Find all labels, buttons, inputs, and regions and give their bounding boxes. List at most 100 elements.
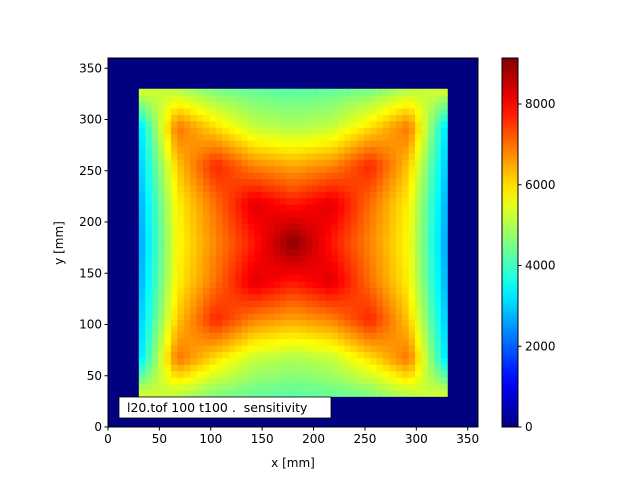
heatmap-cell <box>209 120 217 128</box>
heatmap-cell <box>260 293 268 301</box>
heatmap-cell <box>376 101 384 109</box>
heatmap-cell <box>408 210 416 218</box>
heatmap-cell <box>151 383 159 391</box>
heatmap-cell <box>183 300 191 308</box>
heatmap-cell <box>305 248 313 256</box>
heatmap-cell <box>382 300 390 308</box>
heatmap-cell <box>190 120 198 128</box>
heatmap-cell <box>370 274 378 282</box>
heatmap-cell <box>215 268 223 276</box>
heatmap-cell <box>203 107 211 115</box>
heatmap-cell <box>177 165 185 173</box>
heatmap-cell <box>344 248 352 256</box>
heatmap-cell <box>177 146 185 154</box>
heatmap-cell <box>151 236 159 244</box>
heatmap-cell <box>440 216 448 224</box>
heatmap-cell <box>293 287 301 295</box>
heatmap-cell <box>363 114 371 122</box>
heatmap-cell <box>209 364 217 372</box>
heatmap-cell <box>196 261 204 269</box>
heatmap-cell <box>293 184 301 192</box>
heatmap-cell <box>312 351 320 359</box>
heatmap-cell <box>440 204 448 212</box>
heatmap-cell <box>145 178 153 186</box>
heatmap-cell <box>376 223 384 231</box>
heatmap-cell <box>280 351 288 359</box>
heatmap-cell <box>331 345 339 353</box>
heatmap-cell <box>260 210 268 218</box>
heatmap-cell <box>145 300 153 308</box>
heatmap-cell <box>312 312 320 320</box>
heatmap-cell <box>190 159 198 167</box>
heatmap-cell <box>203 319 211 327</box>
heatmap-cell <box>170 274 178 282</box>
heatmap-cell <box>183 325 191 333</box>
heatmap-cell <box>254 133 262 141</box>
heatmap-cell <box>151 159 159 167</box>
heatmap-cell <box>312 293 320 301</box>
heatmap-cell <box>370 159 378 167</box>
heatmap-cell <box>350 184 358 192</box>
heatmap-cell <box>415 332 423 340</box>
heatmap-cell <box>254 383 262 391</box>
heatmap-cell <box>267 95 275 103</box>
heatmap-cell <box>177 107 185 115</box>
heatmap-cell <box>331 261 339 269</box>
y-tick-label: 100 <box>79 318 102 332</box>
heatmap-cell <box>241 152 249 160</box>
heatmap-cell <box>293 101 301 109</box>
heatmap-cell <box>434 345 442 353</box>
heatmap-cell <box>331 389 339 397</box>
heatmap-cell <box>305 274 313 282</box>
heatmap-cell <box>196 114 204 122</box>
heatmap-cell <box>183 306 191 314</box>
heatmap-cell <box>427 165 435 173</box>
heatmap-cell <box>299 146 307 154</box>
heatmap-cell <box>376 325 384 333</box>
heatmap-cell <box>440 133 448 141</box>
heatmap-cell <box>183 101 191 109</box>
heatmap-cell <box>427 204 435 212</box>
heatmap-cell <box>151 357 159 365</box>
heatmap-cell <box>235 306 243 314</box>
heatmap-cell <box>312 345 320 353</box>
heatmap-cell <box>273 223 281 231</box>
heatmap-cell <box>248 332 256 340</box>
heatmap-cell <box>357 184 365 192</box>
heatmap-cell <box>273 114 281 122</box>
heatmap-cell <box>280 178 288 186</box>
heatmap-cell <box>370 88 378 96</box>
heatmap-cell <box>267 255 275 263</box>
heatmap-cell <box>286 172 294 180</box>
heatmap-cell <box>325 274 333 282</box>
heatmap-cell <box>286 127 294 135</box>
heatmap-cell <box>376 345 384 353</box>
heatmap-cell <box>235 242 243 250</box>
heatmap-cell <box>382 280 390 288</box>
heatmap-cell <box>196 95 204 103</box>
heatmap-cell <box>408 95 416 103</box>
heatmap-cell <box>177 127 185 135</box>
heatmap-cell <box>228 114 236 122</box>
heatmap-cell <box>241 133 249 141</box>
heatmap-cell <box>376 95 384 103</box>
heatmap-cell <box>312 152 320 160</box>
heatmap-cell <box>222 242 230 250</box>
heatmap-cell <box>254 152 262 160</box>
heatmap-cell <box>293 107 301 115</box>
heatmap-cell <box>370 293 378 301</box>
heatmap-cell <box>376 120 384 128</box>
heatmap-cell <box>299 133 307 141</box>
heatmap-cell <box>254 204 262 212</box>
heatmap-cell <box>305 319 313 327</box>
heatmap-cell <box>286 178 294 186</box>
heatmap-cell <box>158 178 166 186</box>
heatmap-cell <box>222 178 230 186</box>
heatmap-cell <box>190 88 198 96</box>
heatmap-cell <box>389 197 397 205</box>
heatmap-cell <box>158 377 166 385</box>
heatmap-cell <box>312 325 320 333</box>
heatmap-cell <box>376 127 384 135</box>
heatmap-cell <box>331 319 339 327</box>
heatmap-cell <box>254 280 262 288</box>
